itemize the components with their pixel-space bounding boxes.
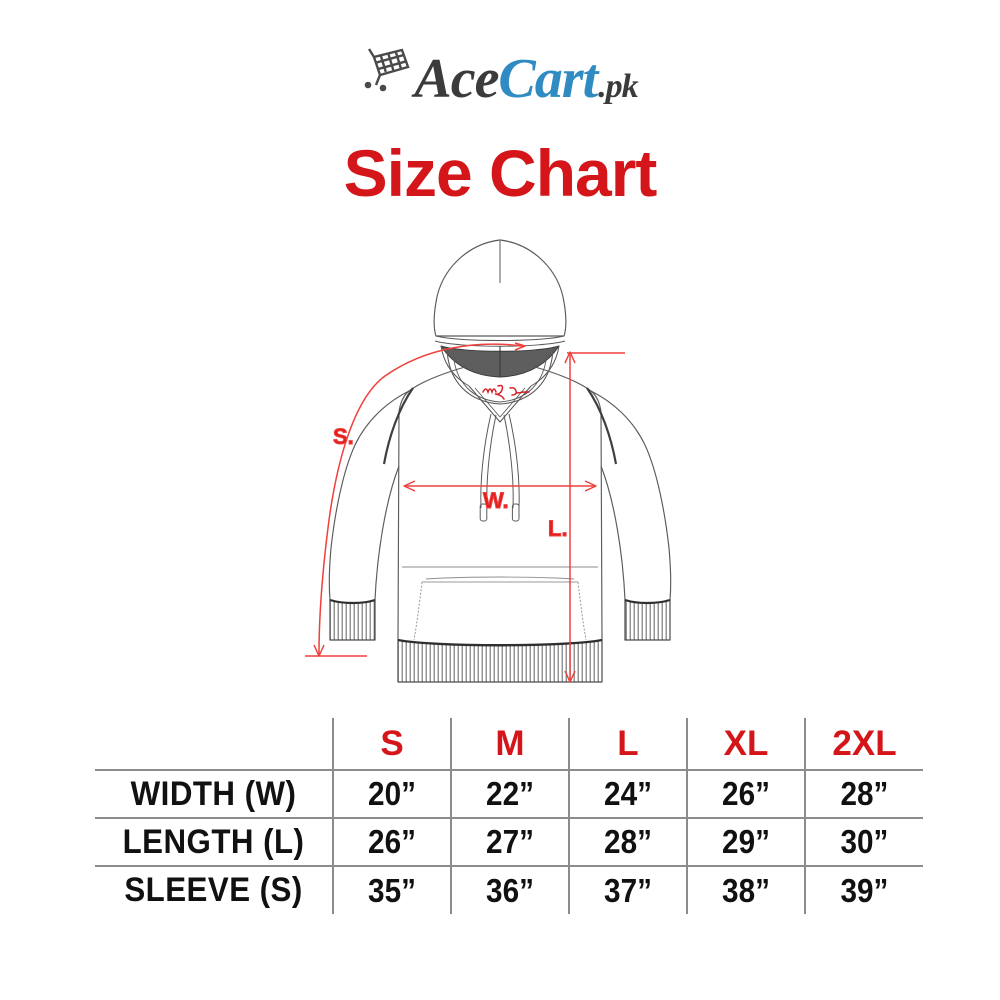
table-header-row: S M L XL 2XL <box>95 718 923 771</box>
collar <box>446 347 554 423</box>
brand-logo: Ace Cart .pk <box>0 44 1000 114</box>
sleeve-measure-label: S. <box>333 424 354 449</box>
header-size-l: L <box>569 718 688 771</box>
brand-text-cart: Cart <box>498 48 598 110</box>
left-sleeve <box>328 387 414 601</box>
header-size-m: M <box>451 718 570 771</box>
kangaroo-pocket <box>402 566 598 641</box>
cell-width-l: 24” <box>574 770 682 819</box>
header-size-2xl: 2XL <box>805 718 923 771</box>
right-sleeve <box>586 387 672 601</box>
length-measure-line <box>564 351 625 683</box>
size-table-container: S M L XL 2XL WIDTH (W) 20” 22” 24” 26” 2… <box>95 718 923 914</box>
page-title: Size Chart <box>343 136 658 210</box>
table-row: WIDTH (W) 20” 22” 24” 26” 28” <box>95 770 923 819</box>
cell-length-m: 27” <box>456 818 564 867</box>
cell-sleeve-m: 36” <box>456 866 564 914</box>
header-size-s: S <box>333 718 452 771</box>
brand-text-tld: .pk <box>598 68 638 105</box>
width-measure-line <box>403 480 597 492</box>
brand-text-ace: Ace <box>414 48 499 110</box>
cell-sleeve-xl: 38” <box>692 866 801 914</box>
table-row: SLEEVE (S) 35” 36” 37” 38” 39” <box>95 866 923 914</box>
cell-width-2xl: 28” <box>810 770 918 819</box>
measurement-annotations: S. W. L. <box>305 342 625 683</box>
table-row: LENGTH (L) 26” 27” 28” 29” 30” <box>95 818 923 867</box>
collar-brand-mark <box>482 384 530 400</box>
row-label-width: WIDTH (W) <box>104 770 325 819</box>
hood-interior <box>440 345 560 378</box>
length-measure-label: L. <box>548 516 568 541</box>
cell-width-m: 22” <box>456 770 564 819</box>
cell-sleeve-2xl: 39” <box>840 871 889 909</box>
hoodie-illustration: S. W. L. <box>305 236 695 706</box>
sleeve-measure-line <box>305 342 526 657</box>
bottom-hem <box>397 638 603 683</box>
cell-length-l: 28” <box>574 818 682 867</box>
cell-length-s: 26” <box>338 818 446 867</box>
left-cuff <box>329 598 376 641</box>
cell-width-s: 20” <box>338 770 446 819</box>
cell-sleeve-l: 37” <box>574 866 682 914</box>
row-label-sleeve: SLEEVE (S) <box>104 866 325 914</box>
cell-sleeve-s: 35” <box>338 866 446 914</box>
size-table: S M L XL 2XL WIDTH (W) 20” 22” 24” 26” 2… <box>95 718 923 914</box>
drawstrings <box>479 413 520 522</box>
cell-width-xl: 26” <box>692 770 801 819</box>
hood-shape <box>433 239 567 347</box>
header-size-xl: XL <box>687 718 806 771</box>
width-measure-label: W. <box>483 488 509 513</box>
cell-length-2xl: 30” <box>810 818 918 867</box>
row-label-length: LENGTH (L) <box>104 818 325 867</box>
shopping-cart-icon <box>362 43 418 97</box>
right-cuff <box>624 598 671 641</box>
header-measurement-label <box>95 718 334 771</box>
cell-length-xl: 29” <box>692 818 801 867</box>
